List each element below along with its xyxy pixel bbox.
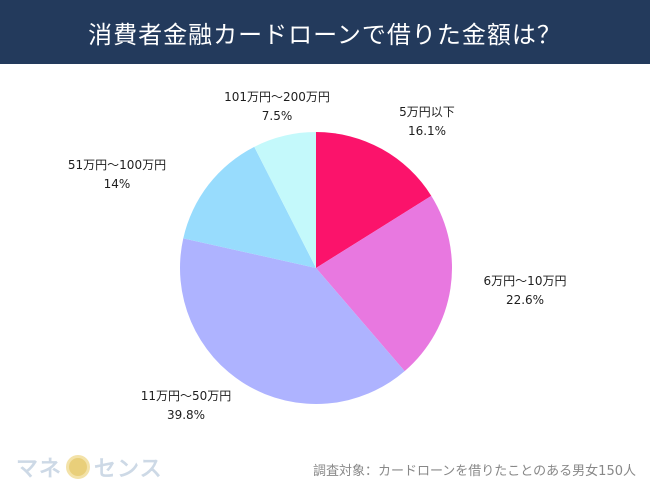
brand-text-1: マネ — [16, 457, 63, 482]
slice-value-label: 39.8% — [167, 408, 205, 422]
slice-label: 5万円以下 — [399, 105, 455, 119]
slice-label: 6万円〜10万円 — [484, 274, 567, 288]
brand-text-2: センス — [94, 457, 163, 482]
slice-value-label: 7.5% — [262, 109, 293, 123]
coin-icon — [66, 455, 91, 479]
slice-value-label: 16.1% — [408, 124, 446, 138]
pie-chart: 5万円以下 16.1% 6万円〜10万円 22.6% 11万円〜50万円 39.8% 51万… — [68, 90, 567, 422]
chart-title-banner: 消費者金融カードローンで借りた金額は？ — [0, 0, 650, 64]
slice-label: 51万円〜100万円 — [68, 158, 166, 172]
slice-value-label: 22.6% — [506, 293, 544, 307]
pie-slice — [254, 132, 316, 268]
pie-slice — [316, 132, 432, 268]
brand-logo: マネ センス — [16, 452, 163, 482]
slice-label: 11万円〜50万円 — [141, 389, 232, 403]
survey-note: 調査対象：カードローンを借りたことのある男女150人 — [312, 464, 636, 479]
slice-value-label: 14% — [104, 177, 131, 191]
chart-title: 消費者金融カードローンで借りた金額は？ — [88, 20, 562, 49]
slice-label: 101万円〜200万円 — [224, 90, 330, 104]
pie-slice — [180, 238, 405, 404]
pie-slice — [316, 195, 452, 372]
pie-slice — [183, 146, 316, 268]
